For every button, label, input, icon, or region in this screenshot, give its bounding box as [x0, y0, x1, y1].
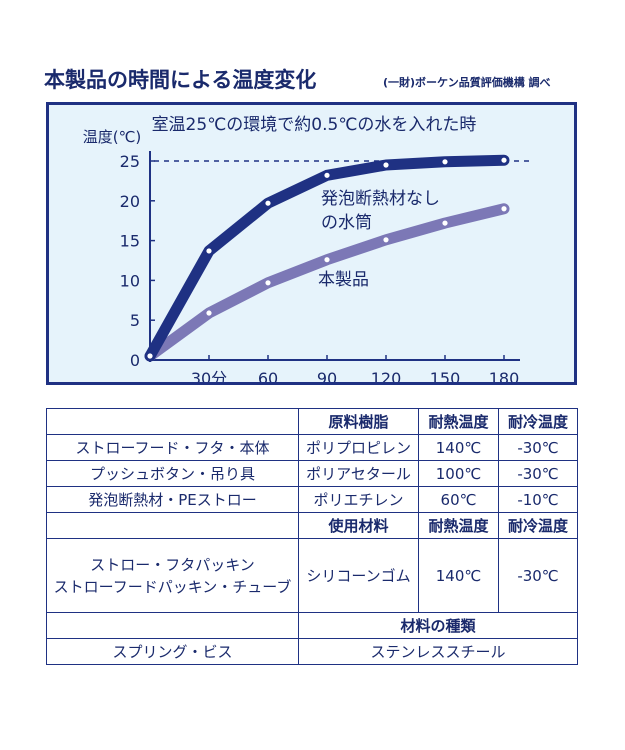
x-tick-label: 150	[430, 369, 461, 385]
table-row: 材料の種類	[46, 612, 578, 639]
table-row: プッシュボタン・吊り具 ポリアセタール 100℃ -30℃	[46, 460, 578, 487]
table-cell: ストローフード・フタ・本体	[46, 434, 299, 461]
table-cell: 材料の種類	[298, 612, 578, 639]
table-cell: -10℃	[498, 486, 578, 513]
y-axis-label: 温度(℃)	[83, 128, 142, 146]
data-point	[441, 219, 449, 227]
table-cell: シリコーンゴム	[298, 538, 419, 613]
table-cell: 140℃	[418, 538, 499, 613]
data-point	[264, 278, 272, 287]
table-cell: -30℃	[498, 538, 578, 613]
y-tick-label: 5	[130, 311, 140, 330]
chart-title: 室温25℃の環境で約0.5℃の水を入れた時	[152, 115, 477, 135]
table-row: ストロー・フタパッキン ストローフードパッキン・チューブ シリコーンゴム 140℃ -3…	[46, 538, 578, 613]
data-point	[205, 247, 213, 255]
series-group	[144, 154, 510, 362]
y-tick-label: 15	[120, 232, 140, 251]
y-tick-label: 20	[120, 192, 140, 211]
data-point	[382, 236, 390, 244]
table-cell: 使用材料	[298, 512, 419, 539]
table-row: 発泡断熱材・PEストロー ポリエチレン 60℃ -10℃	[46, 486, 578, 513]
table-row: スプリング・ビス ステンレススチール	[46, 638, 578, 665]
series-label: 発泡断熱材なし	[321, 189, 440, 209]
data-point	[264, 199, 272, 207]
table-row: ストローフード・フタ・本体 ポリプロピレン 140℃ -30℃	[46, 434, 578, 461]
table-cell	[46, 612, 299, 639]
data-point	[441, 157, 449, 166]
page-heading: 本製品の時間による温度変化	[44, 68, 317, 92]
table-row: 使用材料 耐熱温度 耐冷温度	[46, 512, 578, 539]
x-tick-label: 120	[371, 369, 402, 385]
series-label: 本製品	[318, 270, 369, 290]
data-point	[382, 161, 390, 169]
table-cell: プッシュボタン・吊り具	[46, 460, 299, 487]
axes: 0 5 10 15 20 25 30分 60 90 120 150 180	[120, 151, 530, 385]
x-tick-label: 90	[317, 369, 337, 385]
table-row: 原料樹脂 耐熱温度 耐冷温度	[46, 408, 578, 435]
table-cell: 発泡断熱材・PEストロー	[46, 486, 299, 513]
y-tick-label: 0	[130, 351, 140, 370]
y-tick-label: 10	[120, 271, 140, 290]
table-cell: 60℃	[418, 486, 499, 513]
material-spec-table: 原料樹脂 耐熱温度 耐冷温度 ストローフード・フタ・本体 ポリプロピレン 140℃ -30℃…	[46, 408, 578, 665]
data-point	[323, 171, 331, 180]
table-cell: ステンレススチール	[298, 638, 578, 665]
table-cell: 耐熱温度	[418, 408, 499, 435]
x-tick-label: 180	[489, 369, 520, 385]
data-point	[500, 156, 508, 165]
chart-canvas: 室温25℃の環境で約0.5℃の水を入れた時 温度(℃) 0 5 10 15 20 25 30…	[83, 115, 530, 385]
source-note: (一財)ボーケン品質評価機構 調べ	[383, 76, 551, 89]
table-cell: 140℃	[418, 434, 499, 461]
x-tick-label: 60	[258, 369, 278, 385]
table-cell: ポリアセタール	[298, 460, 419, 487]
y-tick-label: 25	[120, 152, 140, 171]
table-cell: スプリング・ビス	[46, 638, 299, 665]
table-cell: ストロー・フタパッキン ストローフードパッキン・チューブ	[46, 538, 299, 613]
table-cell: -30℃	[498, 434, 578, 461]
table-cell: 100℃	[418, 460, 499, 487]
table-cell: 耐熱温度	[418, 512, 499, 539]
x-tick-label: 30分	[191, 369, 227, 385]
data-point	[500, 204, 508, 213]
table-cell	[46, 408, 299, 435]
table-cell	[46, 512, 299, 539]
table-cell: 耐冷温度	[498, 512, 578, 539]
table-cell: ポリエチレン	[298, 486, 419, 513]
temperature-chart: 室温25℃の環境で約0.5℃の水を入れた時 温度(℃) 0 5 10 15 20 25 30…	[46, 102, 577, 385]
table-cell: ポリプロピレン	[298, 434, 419, 461]
data-point	[205, 309, 213, 317]
data-point	[323, 255, 331, 264]
table-cell: -30℃	[498, 460, 578, 487]
series-label: の水筒	[321, 213, 372, 233]
table-cell: 原料樹脂	[298, 408, 419, 435]
table-cell: 耐冷温度	[498, 408, 578, 435]
data-point	[146, 352, 154, 360]
